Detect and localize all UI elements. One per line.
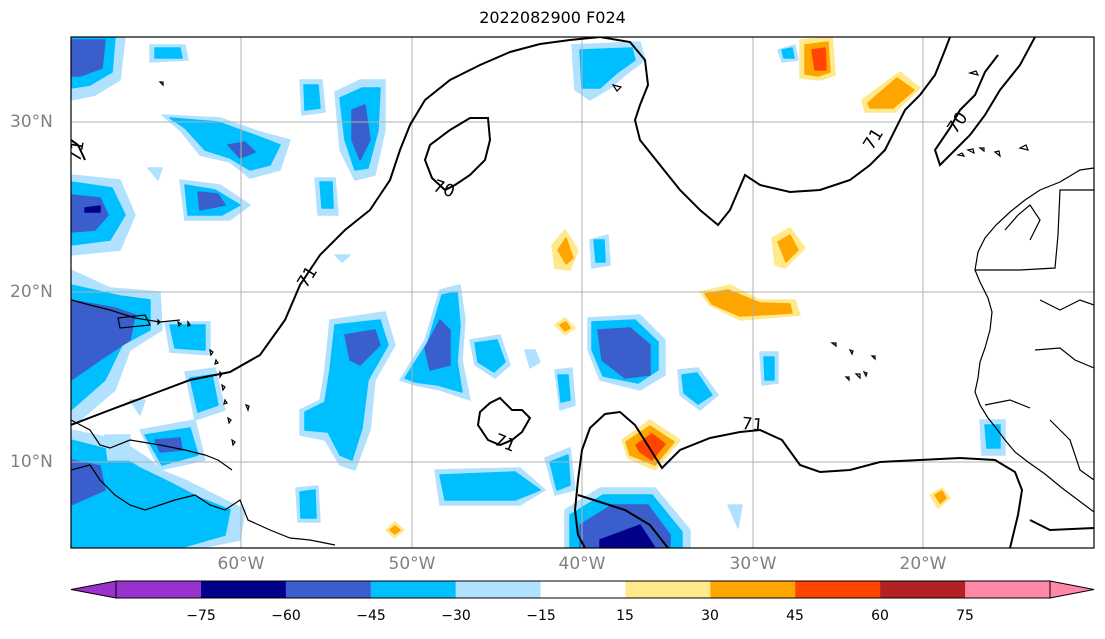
lon-label: 30°W [729,554,777,574]
colorbar-tick: −15 [526,608,556,624]
anomaly-region [104,434,131,461]
anomaly-region [559,321,571,332]
anomaly-region [984,424,1001,449]
anomaly-region [599,524,656,548]
colorbar-segment [116,581,201,598]
colorbar-segment [200,581,287,598]
colorbar-tick: −75 [186,608,216,624]
anomaly-region [303,84,321,111]
lat-label: 10°N [10,452,53,472]
lon-label: 20°W [899,554,947,574]
lat-label: 20°N [10,282,53,302]
colorbar-segment [795,581,881,598]
colorbar-tick: 75 [956,608,974,624]
colorbar-segment [370,581,457,598]
anomaly-region [197,191,226,211]
anomaly-region [147,167,163,181]
anomaly-region [71,459,106,506]
anomaly-region [424,319,451,371]
colorbar-segment [285,581,372,598]
lon-label: 60°W [217,554,265,574]
anomaly-region [524,349,541,369]
colorbar-segment [965,581,1051,598]
contour-label: 71 [491,430,519,457]
colorbar-segment [880,581,966,598]
anomaly-region [474,339,506,373]
anomaly-region [934,490,947,504]
colorbar-frame [115,580,1051,599]
anomaly-region [344,329,381,366]
anomaly-region [593,239,606,263]
colorbar-segment [540,581,626,598]
anomaly-region [777,234,799,263]
map-title: 2022082900 F024 [479,8,626,27]
anomaly-region [781,47,795,59]
anomaly-region [71,39,106,77]
colorbar-tick: 30 [701,608,719,624]
colorbar [70,580,1095,599]
coastlines [71,70,1094,546]
lat-label: 30°N [10,112,53,132]
colorbar-tick: −45 [356,608,386,624]
anomaly-region [169,117,281,171]
colorbar-extend-high [1049,580,1095,599]
contour-label: 70 [944,109,973,138]
anomaly-fill-layer [71,37,1006,548]
map-frame [70,36,1095,549]
anomaly-region [635,433,666,461]
anomaly-region [763,356,775,381]
contour-label: 71 [65,139,88,164]
anomaly-region [71,194,109,233]
colorbar-segment [455,581,542,598]
contour-lines [71,37,1094,548]
anomaly-region [727,504,743,529]
lon-label: 50°W [388,554,436,574]
lon-label: 40°W [558,554,606,574]
anomaly-region [681,372,713,405]
anomaly-region [439,471,541,501]
colorbar-tick: 45 [786,608,804,624]
anomaly-region [557,374,571,403]
colorbar-tick: 15 [616,608,634,624]
anomaly-region [557,237,574,265]
anomaly-region [189,374,219,413]
anomaly-region [597,327,651,379]
colorbar-tick: 60 [871,608,889,624]
anomaly-region [154,47,183,59]
anomaly-region [169,324,206,351]
anomaly-region [351,104,371,161]
anomaly-region [867,77,915,109]
contour-label: 71 [294,263,322,292]
colorbar-tick: −60 [271,608,301,624]
anomaly-region [319,181,334,209]
anomaly-region [811,47,827,71]
anomaly-region [549,454,571,491]
colorbar-segment [710,581,796,598]
colorbar-extend-low [70,580,117,599]
anomaly-region [84,205,101,213]
contour-label: 71 [741,414,764,436]
contour-label: 71 [860,125,888,154]
colorbar-segment [625,581,711,598]
anomaly-region [334,254,351,263]
gridlines [71,37,1094,548]
colorbar-tick: −30 [441,608,471,624]
anomaly-region [389,525,401,535]
anomaly-region [299,489,317,519]
